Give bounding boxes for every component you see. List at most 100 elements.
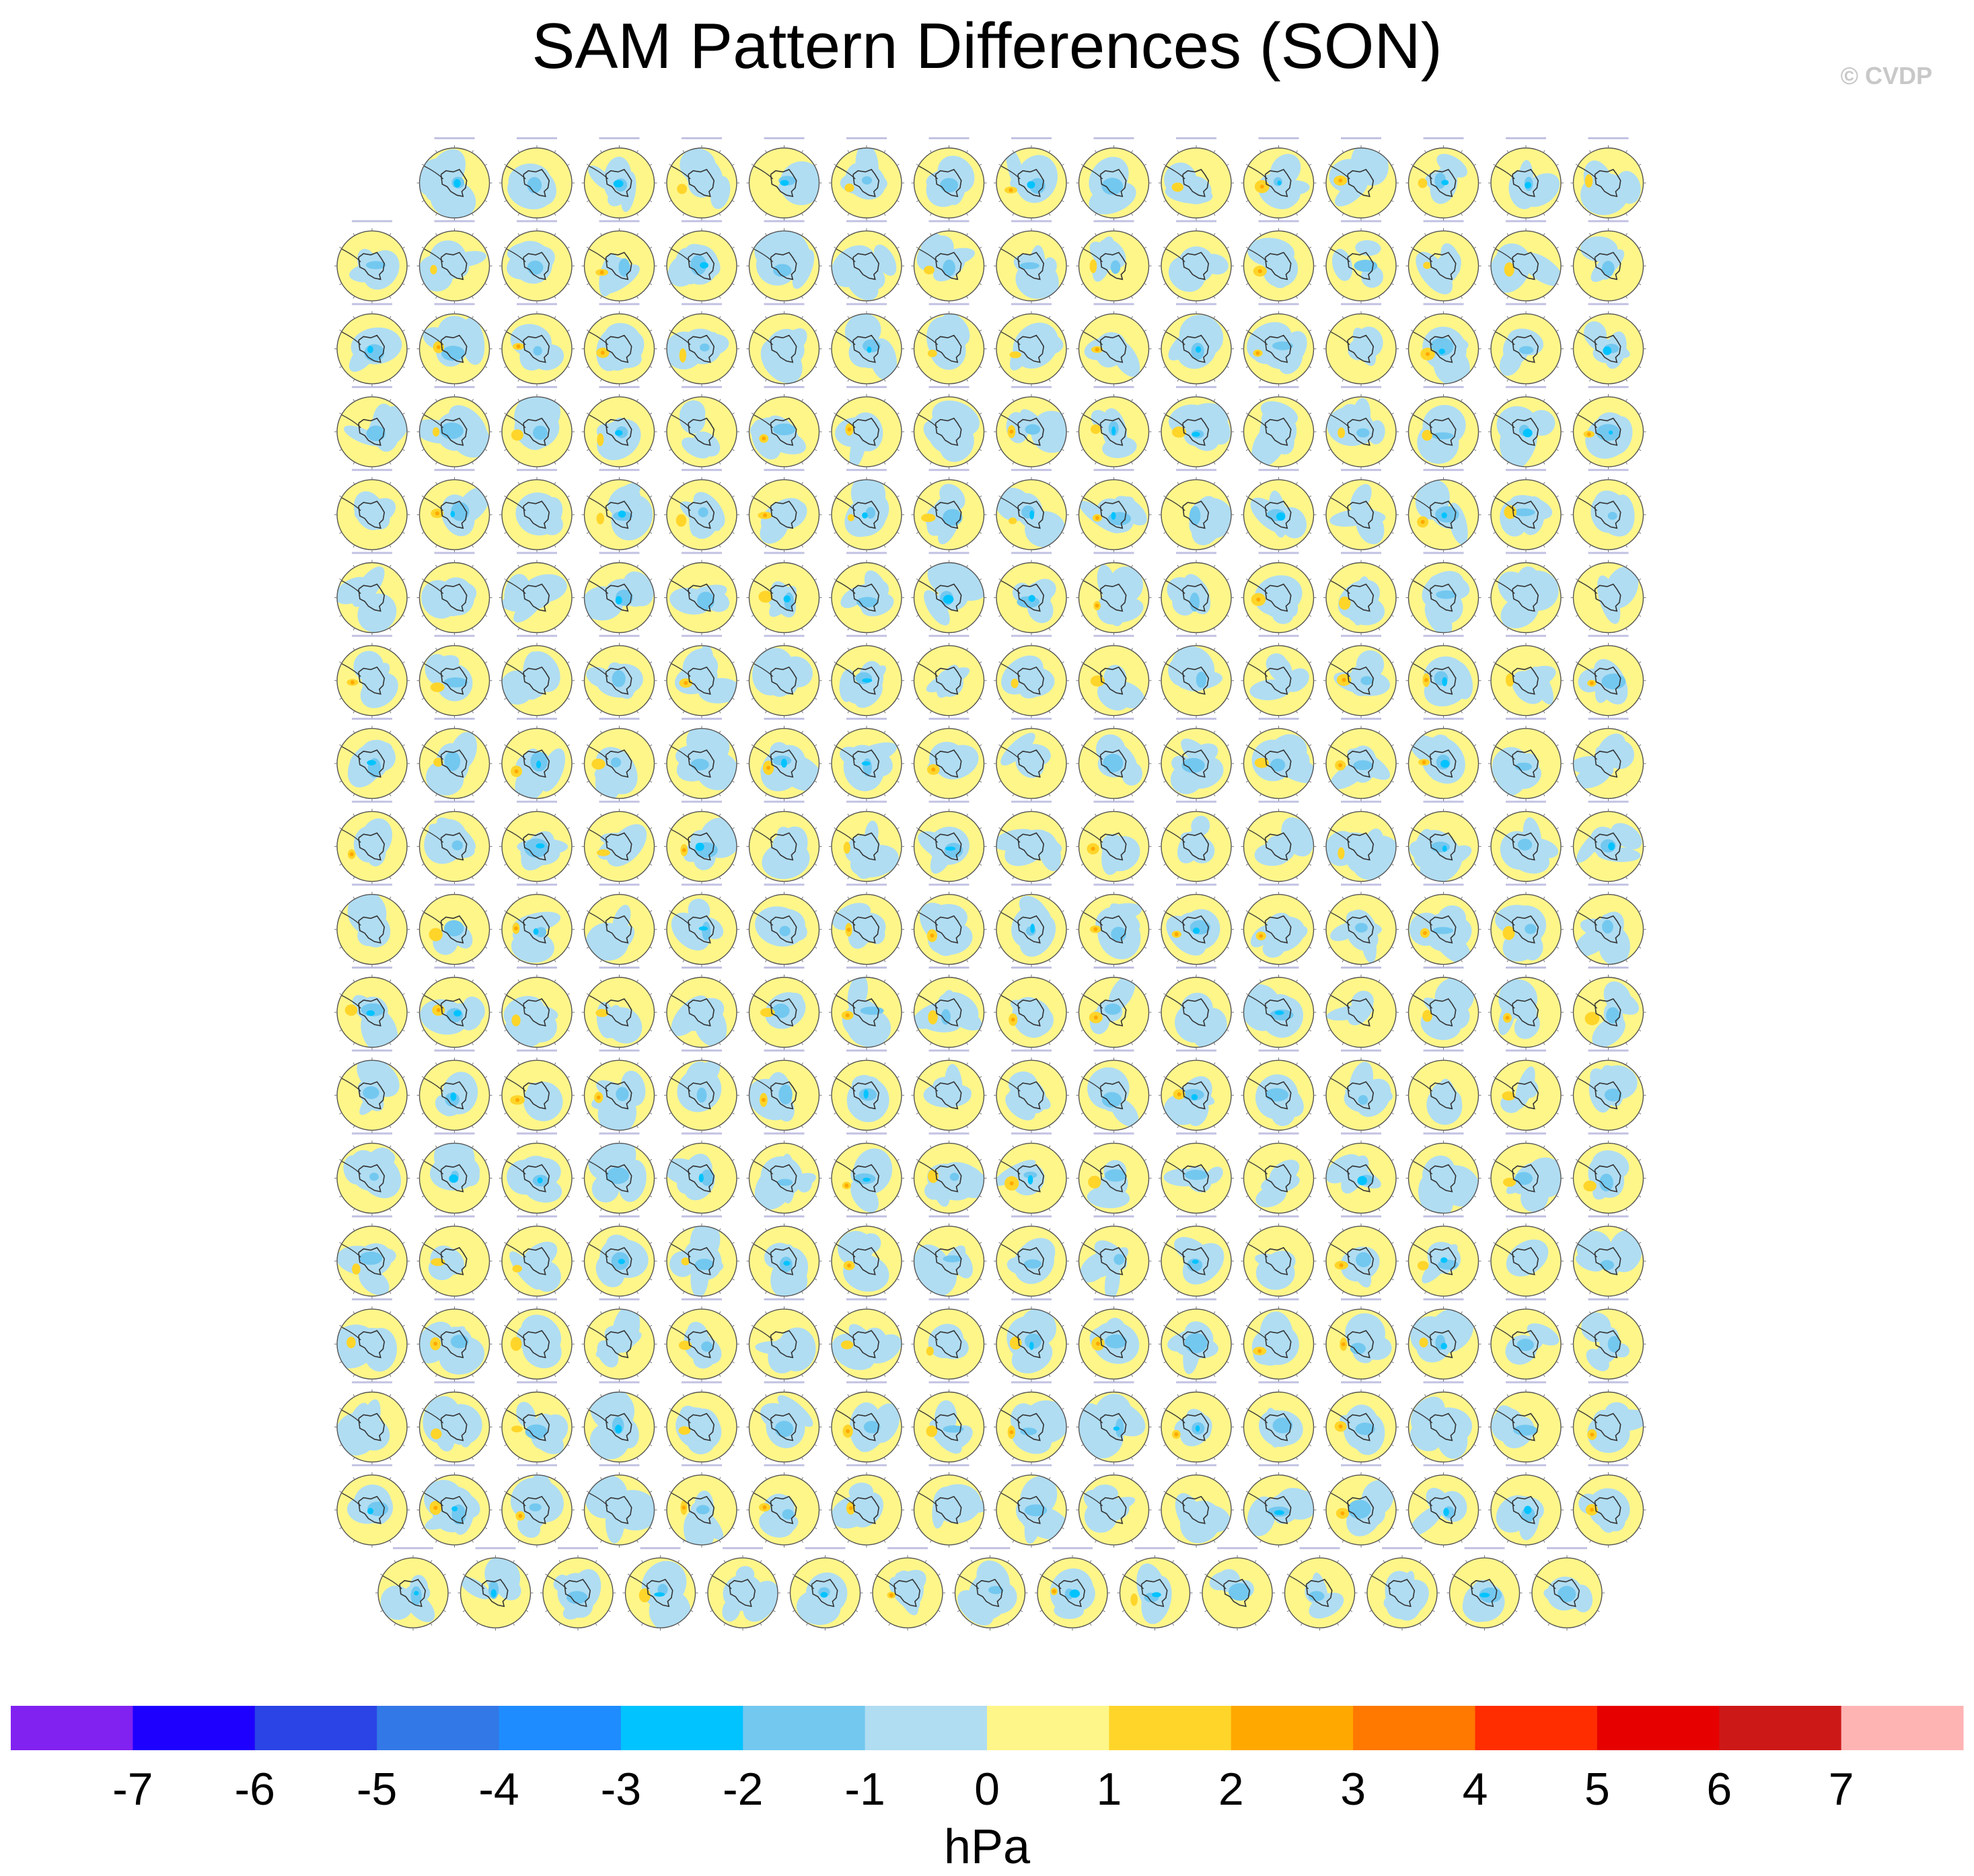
sam-map-panel — [1241, 385, 1317, 470]
sam-map-panel — [334, 385, 410, 470]
sam-map-panel — [1570, 1215, 1646, 1299]
sam-map-panel — [1570, 220, 1646, 304]
sam-map-panel — [1570, 1049, 1646, 1133]
sam-map-panel — [1159, 1381, 1234, 1465]
sam-map-panel — [829, 800, 904, 885]
sam-map-panel — [1159, 220, 1234, 304]
sam-map-panel — [1076, 1132, 1152, 1216]
sam-map-panel — [458, 1547, 534, 1631]
sam-map-panel — [1570, 883, 1646, 967]
sam-map-panel — [1117, 1547, 1193, 1631]
sam-map-panel — [1488, 552, 1564, 636]
sam-map-panel — [499, 220, 575, 304]
sam-map-panel — [416, 1298, 492, 1382]
sam-map-panel — [334, 634, 410, 718]
sam-map-panel — [1076, 1215, 1152, 1299]
sam-map-panel — [1570, 385, 1646, 470]
sam-map-panel — [746, 1381, 822, 1465]
sam-map-panel — [664, 1049, 739, 1133]
sam-map-panel — [664, 1215, 739, 1299]
sam-map-panel — [746, 469, 822, 553]
sam-map-panel — [994, 385, 1069, 470]
sam-map-panel — [499, 1132, 575, 1216]
sam-map-panel — [911, 967, 987, 1050]
sam-map-panel — [829, 1381, 904, 1465]
sam-map-panel — [829, 718, 904, 802]
sam-map-panel — [622, 1547, 698, 1631]
colorbar-tick-label: -4 — [478, 1764, 519, 1815]
sam-map-panel — [416, 385, 492, 470]
sam-map-panel — [1323, 718, 1399, 802]
sam-map-panel — [994, 1298, 1069, 1382]
sam-map-panel — [1323, 220, 1399, 304]
sam-map-panel — [994, 137, 1069, 221]
sam-map-panel — [581, 220, 657, 304]
sam-map-panel — [746, 1215, 822, 1299]
sam-map-panel — [1323, 800, 1399, 885]
sam-map-panel — [1241, 1215, 1317, 1299]
sam-map-panel — [1405, 1464, 1482, 1548]
colorbar-tick-label: 3 — [1340, 1764, 1366, 1815]
sam-map-panel — [416, 1215, 492, 1299]
sam-map-panel — [1570, 137, 1646, 221]
sam-map-panel — [829, 220, 904, 304]
sam-map-panel — [994, 469, 1069, 553]
colorbar-segment — [987, 1706, 1109, 1750]
sam-map-panel — [829, 967, 904, 1050]
sam-map-panel — [581, 1464, 657, 1548]
sam-map-panel — [1447, 1547, 1523, 1631]
sam-map-panel — [416, 1132, 492, 1216]
sam-map-panel — [746, 1464, 822, 1548]
sam-map-panel — [1405, 1215, 1482, 1299]
sam-map-panel — [994, 1132, 1069, 1216]
sam-map-panel — [334, 1215, 410, 1299]
sam-map-panel — [1570, 718, 1646, 802]
colorbar-segment — [865, 1706, 988, 1750]
sam-map-panel — [911, 883, 987, 967]
sam-map-panel — [1488, 137, 1564, 221]
sam-map-panel — [1570, 303, 1646, 387]
colorbar-tick-label: 6 — [1706, 1764, 1732, 1815]
sam-map-panel — [1405, 634, 1482, 718]
sam-map-panel — [746, 967, 822, 1050]
sam-map-panel — [499, 1298, 575, 1382]
sam-map-panel — [829, 1215, 904, 1299]
sam-map-panel — [1323, 1381, 1399, 1465]
sam-map-panel — [334, 883, 410, 967]
sam-map-panel — [664, 967, 739, 1050]
sam-map-panel — [334, 1298, 410, 1382]
sam-map-panel — [664, 137, 739, 221]
sam-map-panel — [1323, 469, 1399, 553]
colorbar-segment — [1475, 1706, 1598, 1750]
sam-map-panel — [1076, 1464, 1152, 1548]
sam-map-panel — [416, 1381, 492, 1465]
sam-map-panel — [829, 1464, 904, 1548]
sam-map-panel — [664, 883, 739, 967]
sam-map-panel — [334, 552, 410, 636]
sam-map-panel — [664, 385, 739, 470]
sam-map-panel — [1076, 967, 1152, 1050]
sam-map-panel — [664, 1132, 739, 1216]
colorbar-tick-label: -2 — [723, 1764, 763, 1815]
sam-map-panel — [416, 800, 492, 885]
sam-map-panel — [416, 469, 492, 553]
sam-map-panel — [1159, 1215, 1234, 1299]
colorbar-segment — [1353, 1706, 1475, 1750]
sam-map-panel — [1570, 800, 1646, 885]
sam-map-panel — [1241, 718, 1317, 802]
sam-map-panel — [1488, 883, 1564, 967]
sam-map-panel — [1159, 718, 1234, 802]
sam-map-panel — [1159, 967, 1234, 1050]
sam-map-panel — [581, 303, 657, 387]
sam-map-panel — [994, 1464, 1069, 1548]
sam-map-panel — [1076, 1049, 1152, 1133]
sam-map-panel — [1241, 469, 1317, 553]
sam-map-panel — [581, 1381, 657, 1465]
sam-map-panel — [1323, 967, 1399, 1050]
colorbar-tick-label: -5 — [357, 1764, 397, 1815]
sam-map-panel — [746, 552, 822, 636]
sam-map-panel — [911, 469, 987, 553]
sam-map-panel — [499, 469, 575, 553]
sam-map-panel — [581, 552, 657, 636]
sam-map-panel — [1076, 883, 1152, 967]
